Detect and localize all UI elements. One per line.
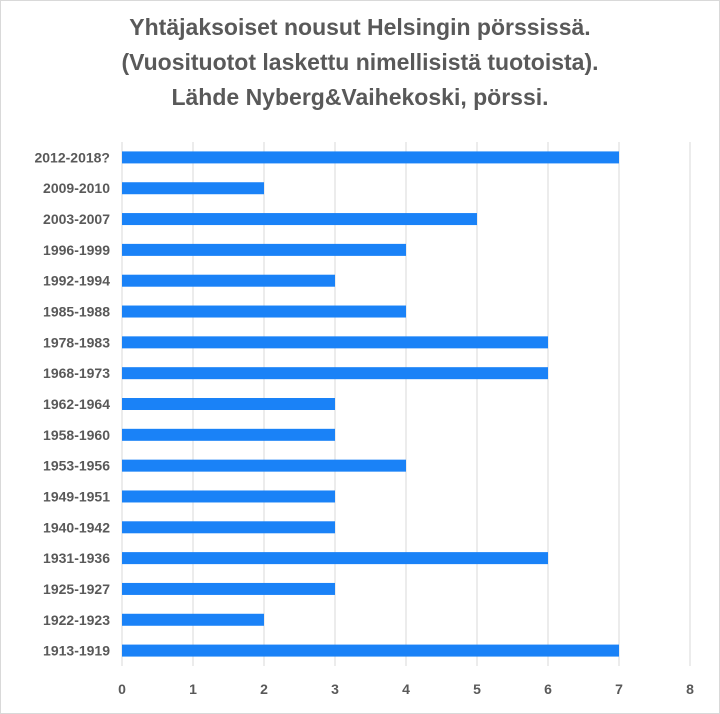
x-tick-label: 7 (615, 681, 623, 697)
bar-1922-1923 (122, 613, 264, 626)
bar-1978-1983 (122, 336, 548, 349)
category-labels: 2012-2018? 2009-2010 2003-2007 1996-1999 199… (34, 149, 110, 658)
bar-1913-1919 (122, 644, 619, 657)
bar-1949-1951 (122, 490, 335, 503)
category-label: 2003-2007 (43, 211, 110, 227)
chart-title-line-2: (Vuosituotot laskettu nimellisistä tuoto… (121, 49, 599, 75)
category-label: 1996-1999 (43, 242, 110, 258)
bar-1962-1964 (122, 398, 335, 410)
x-tick-label: 6 (544, 681, 552, 697)
bar-1953-1956 (122, 459, 406, 472)
category-label: 1992-1994 (43, 273, 110, 289)
category-label: 1940-1942 (43, 519, 110, 535)
x-tick-label: 8 (686, 681, 694, 697)
bar-1968-1973 (122, 367, 548, 380)
x-tick-label: 0 (118, 681, 126, 697)
x-tick-label: 4 (402, 681, 410, 697)
x-tick-labels: 0 1 2 3 4 5 6 7 8 (118, 681, 694, 697)
category-label: 1978-1983 (43, 334, 110, 350)
chart-title-line-1: Yhtäjaksoiset nousut Helsingin pörssissä… (129, 14, 591, 40)
x-tick-label: 3 (331, 681, 339, 697)
bar-1931-1936 (122, 552, 548, 565)
bars (122, 151, 619, 657)
x-tick-label: 2 (260, 681, 268, 697)
chart-title: Yhtäjaksoiset nousut Helsingin pörssissä… (0, 10, 720, 115)
category-label: 1968-1973 (43, 365, 110, 381)
category-label: 1925-1927 (43, 581, 110, 597)
category-label: 1953-1956 (43, 458, 110, 474)
x-tick-label: 5 (473, 681, 481, 697)
category-label: 1922-1923 (43, 612, 110, 628)
bar-1992-1994 (122, 274, 335, 287)
bar-1958-1960 (122, 428, 335, 441)
bar-2003-2007 (122, 213, 477, 226)
category-label: 1913-1919 (43, 643, 110, 659)
category-label: 1962-1964 (43, 396, 110, 412)
category-label: 1949-1951 (43, 488, 110, 504)
bar-1940-1942 (122, 521, 335, 534)
category-label: 2012-2018? (34, 149, 110, 165)
bar-1925-1927 (122, 582, 335, 595)
x-tick-label: 1 (189, 681, 197, 697)
bar-2009-2010 (122, 182, 264, 195)
category-label: 1985-1988 (43, 304, 110, 320)
bar-1985-1988 (122, 305, 406, 318)
category-label: 1958-1960 (43, 427, 110, 443)
bar-1996-1999 (122, 243, 406, 256)
chart-title-line-3: Lähde Nyberg&Vaihekoski, pörssi. (171, 84, 549, 110)
category-label: 2009-2010 (43, 180, 110, 196)
category-label: 1931-1936 (43, 550, 110, 566)
bar-2012-2018? (122, 151, 619, 164)
